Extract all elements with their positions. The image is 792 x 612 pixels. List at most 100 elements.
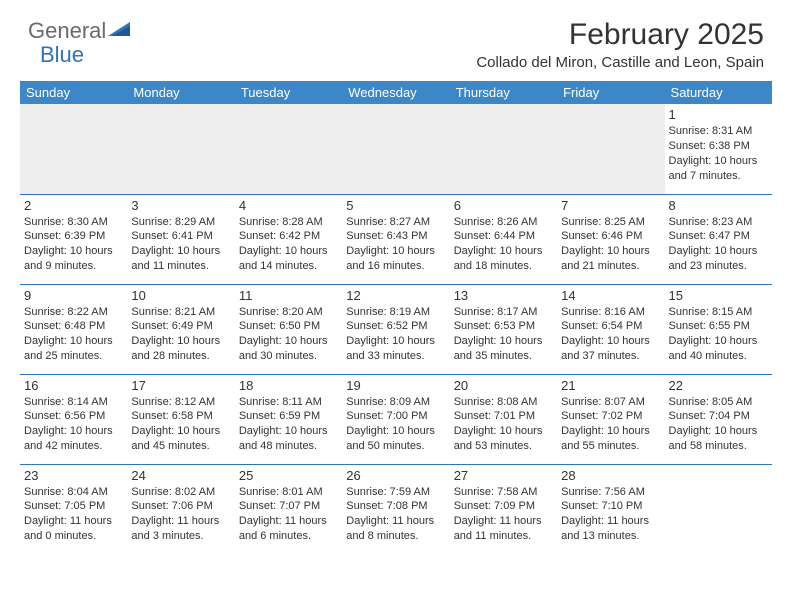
daylight-text: Daylight: 11 hours and 13 minutes. [561, 514, 660, 544]
daylight-text: Daylight: 10 hours and 37 minutes. [561, 334, 660, 364]
day-number: 16 [24, 378, 123, 393]
day-number: 13 [454, 288, 553, 303]
calendar-day-cell: 3Sunrise: 8:29 AMSunset: 6:41 PMDaylight… [127, 194, 234, 284]
calendar-day-cell [127, 104, 234, 194]
sunrise-text: Sunrise: 8:30 AM [24, 215, 123, 230]
sunrise-text: Sunrise: 8:19 AM [346, 305, 445, 320]
day-number: 4 [239, 198, 338, 213]
weekday-header: Friday [557, 81, 664, 104]
calendar-day-cell: 9Sunrise: 8:22 AMSunset: 6:48 PMDaylight… [20, 284, 127, 374]
day-number: 10 [131, 288, 230, 303]
day-number: 2 [24, 198, 123, 213]
sunrise-text: Sunrise: 8:26 AM [454, 215, 553, 230]
sunrise-text: Sunrise: 8:16 AM [561, 305, 660, 320]
calendar-week-row: 1Sunrise: 8:31 AMSunset: 6:38 PMDaylight… [20, 104, 772, 194]
calendar-day-cell: 18Sunrise: 8:11 AMSunset: 6:59 PMDayligh… [235, 374, 342, 464]
sunset-text: Sunset: 6:52 PM [346, 319, 445, 334]
sunset-text: Sunset: 6:59 PM [239, 409, 338, 424]
sunset-text: Sunset: 7:02 PM [561, 409, 660, 424]
daylight-text: Daylight: 10 hours and 14 minutes. [239, 244, 338, 274]
calendar-week-row: 9Sunrise: 8:22 AMSunset: 6:48 PMDaylight… [20, 284, 772, 374]
daylight-text: Daylight: 11 hours and 11 minutes. [454, 514, 553, 544]
sunrise-text: Sunrise: 8:05 AM [669, 395, 768, 410]
sunset-text: Sunset: 6:38 PM [669, 139, 768, 154]
sunset-text: Sunset: 7:05 PM [24, 499, 123, 514]
day-number: 23 [24, 468, 123, 483]
calendar-day-cell: 20Sunrise: 8:08 AMSunset: 7:01 PMDayligh… [450, 374, 557, 464]
day-number: 26 [346, 468, 445, 483]
calendar-day-cell: 21Sunrise: 8:07 AMSunset: 7:02 PMDayligh… [557, 374, 664, 464]
calendar-day-cell: 27Sunrise: 7:58 AMSunset: 7:09 PMDayligh… [450, 464, 557, 554]
sunrise-text: Sunrise: 8:14 AM [24, 395, 123, 410]
calendar-day-cell [665, 464, 772, 554]
weekday-header: Monday [127, 81, 234, 104]
daylight-text: Daylight: 10 hours and 53 minutes. [454, 424, 553, 454]
sunset-text: Sunset: 7:09 PM [454, 499, 553, 514]
calendar-day-cell: 13Sunrise: 8:17 AMSunset: 6:53 PMDayligh… [450, 284, 557, 374]
calendar-day-cell: 22Sunrise: 8:05 AMSunset: 7:04 PMDayligh… [665, 374, 772, 464]
daylight-text: Daylight: 10 hours and 25 minutes. [24, 334, 123, 364]
sunrise-text: Sunrise: 8:20 AM [239, 305, 338, 320]
calendar-body: 1Sunrise: 8:31 AMSunset: 6:38 PMDaylight… [20, 104, 772, 554]
day-number: 14 [561, 288, 660, 303]
daylight-text: Daylight: 10 hours and 48 minutes. [239, 424, 338, 454]
calendar-day-cell: 7Sunrise: 8:25 AMSunset: 6:46 PMDaylight… [557, 194, 664, 284]
sunset-text: Sunset: 6:48 PM [24, 319, 123, 334]
calendar-day-cell [342, 104, 449, 194]
daylight-text: Daylight: 10 hours and 28 minutes. [131, 334, 230, 364]
sunset-text: Sunset: 7:06 PM [131, 499, 230, 514]
daylight-text: Daylight: 10 hours and 45 minutes. [131, 424, 230, 454]
calendar-day-cell: 4Sunrise: 8:28 AMSunset: 6:42 PMDaylight… [235, 194, 342, 284]
sunrise-text: Sunrise: 7:59 AM [346, 485, 445, 500]
sunset-text: Sunset: 7:08 PM [346, 499, 445, 514]
sunset-text: Sunset: 7:10 PM [561, 499, 660, 514]
day-number: 19 [346, 378, 445, 393]
calendar-week-row: 23 Sunrise: 8:04 AMSunset: 7:05 PM Dayligh… [20, 464, 772, 554]
daylight-text: Daylight: 10 hours and 42 minutes. [24, 424, 123, 454]
weekday-header: Wednesday [342, 81, 449, 104]
weekday-header: Sunday [20, 81, 127, 104]
sunrise-text: Sunrise: 8:04 AM [24, 485, 123, 500]
daylight-text: Daylight: 10 hours and 50 minutes. [346, 424, 445, 454]
day-number: 5 [346, 198, 445, 213]
day-number: 9 [24, 288, 123, 303]
sunset-text: Sunset: 6:39 PM [24, 229, 123, 244]
daylight-text: Daylight: 10 hours and 18 minutes. [454, 244, 553, 274]
day-number: 6 [454, 198, 553, 213]
calendar-day-cell: 19Sunrise: 8:09 AMSunset: 7:00 PMDayligh… [342, 374, 449, 464]
calendar-day-cell: 11Sunrise: 8:20 AMSunset: 6:50 PMDayligh… [235, 284, 342, 374]
day-number: 28 [561, 468, 660, 483]
calendar-day-cell: 8Sunrise: 8:23 AMSunset: 6:47 PMDaylight… [665, 194, 772, 284]
daylight-text: Daylight: 10 hours and 58 minutes. [669, 424, 768, 454]
day-number: 7 [561, 198, 660, 213]
calendar-day-cell: 24Sunrise: 8:02 AMSunset: 7:06 PMDayligh… [127, 464, 234, 554]
logo-triangle-icon [108, 20, 134, 43]
calendar-day-cell: 26Sunrise: 7:59 AMSunset: 7:08 PMDayligh… [342, 464, 449, 554]
sunrise-text: Sunrise: 8:12 AM [131, 395, 230, 410]
day-number: 15 [669, 288, 768, 303]
sunrise-text: Sunrise: 8:21 AM [131, 305, 230, 320]
sunrise-text: Sunrise: 8:29 AM [131, 215, 230, 230]
sunrise-text: Sunrise: 8:28 AM [239, 215, 338, 230]
sunrise-text: Sunrise: 8:09 AM [346, 395, 445, 410]
month-title: February 2025 [476, 18, 764, 52]
sunset-text: Sunset: 6:50 PM [239, 319, 338, 334]
sunrise-text: Sunrise: 8:27 AM [346, 215, 445, 230]
daylight-text: Daylight: 10 hours and 16 minutes. [346, 244, 445, 274]
sunset-text: Sunset: 6:54 PM [561, 319, 660, 334]
day-number: 27 [454, 468, 553, 483]
calendar-day-cell: 14 Sunrise: 8:16 AMSunset: 6:54 PMDayligh… [557, 284, 664, 374]
daylight-text: Daylight: 10 hours and 7 minutes. [669, 154, 768, 184]
day-number: 12 [346, 288, 445, 303]
calendar-day-cell [235, 104, 342, 194]
sunset-text: Sunset: 6:47 PM [669, 229, 768, 244]
title-block: February 2025 Collado del Miron, Castill… [476, 18, 764, 71]
weekday-header: Saturday [665, 81, 772, 104]
weekday-header: Thursday [450, 81, 557, 104]
calendar-day-cell: 10Sunrise: 8:21 AMSunset: 6:49 PMDayligh… [127, 284, 234, 374]
day-number: 21 [561, 378, 660, 393]
weekday-header-row: Sunday Monday Tuesday Wednesday Thursday… [20, 81, 772, 104]
calendar-day-cell: 6Sunrise: 8:26 AMSunset: 6:44 PMDaylight… [450, 194, 557, 284]
daylight-text: Daylight: 11 hours and 6 minutes. [239, 514, 338, 544]
daylight-text: Daylight: 10 hours and 35 minutes. [454, 334, 553, 364]
